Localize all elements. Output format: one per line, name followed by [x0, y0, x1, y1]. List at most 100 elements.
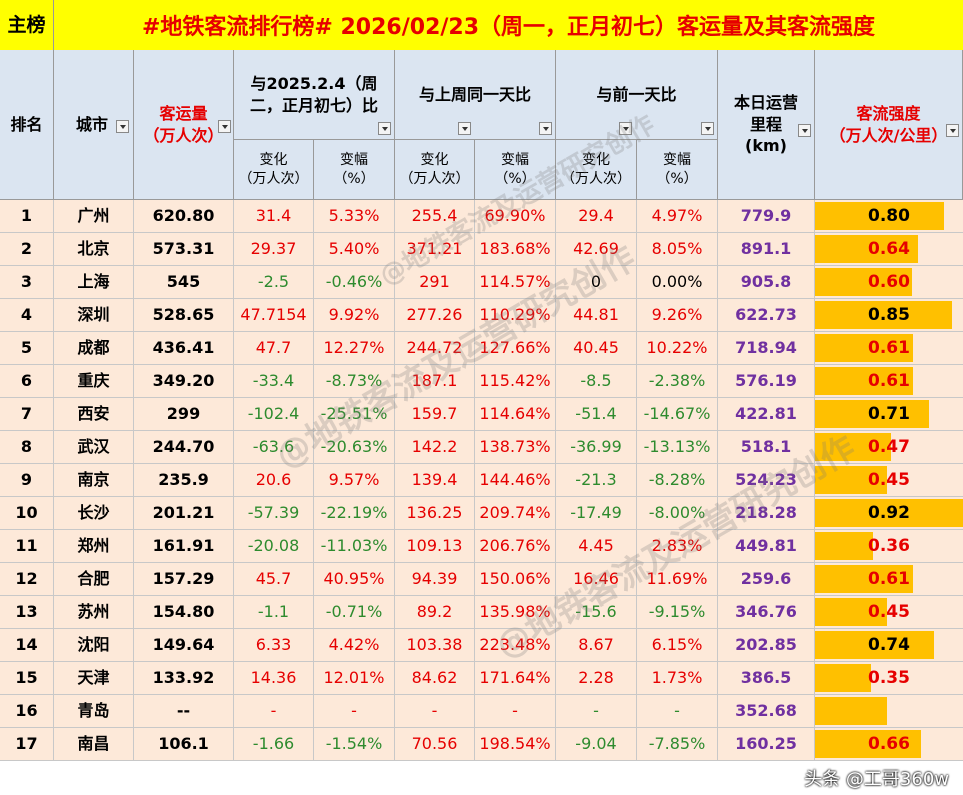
cell-mileage: 905.8: [718, 266, 815, 298]
cell-pct-lastyear: -22.19%: [314, 497, 395, 529]
cell-change-prevday: 0: [556, 266, 637, 298]
table-row: 11 郑州 161.91 -20.08 -11.03% 109.13 206.76% 4.45…: [0, 530, 963, 563]
filter-dropdown-icon[interactable]: [701, 122, 714, 135]
header-intensity[interactable]: 客流强度 （万人次/公里）: [815, 50, 963, 200]
cell-pct-lastyear: -1.54%: [314, 728, 395, 760]
cell-mileage: 352.68: [718, 695, 815, 727]
header-group-prevday-label: 与前一天比: [596, 84, 677, 104]
header-group-prevday[interactable]: 与前一天比: [556, 50, 718, 140]
cell-mileage: 259.6: [718, 563, 815, 595]
header-volume[interactable]: 客运量 （万人次）: [134, 50, 234, 200]
cell-change-prevday: -: [556, 695, 637, 727]
cell-pct-lastweek: 110.29%: [475, 299, 556, 331]
cell-pct-prevday: -7.85%: [637, 728, 718, 760]
cell-change-prevday: -36.99: [556, 431, 637, 463]
cell-mileage: 218.28: [718, 497, 815, 529]
header-city-label: 城市: [76, 114, 109, 134]
cell-mileage: 622.73: [718, 299, 815, 331]
cell-intensity: 0.74: [815, 629, 963, 661]
filter-dropdown-icon[interactable]: [798, 124, 811, 137]
cell-rank: 7: [0, 398, 54, 430]
filter-dropdown-icon[interactable]: [458, 122, 471, 135]
intensity-bar: [815, 400, 929, 428]
cell-intensity: [815, 695, 963, 727]
cell-change-prevday: 44.81: [556, 299, 637, 331]
header-group-lastyear[interactable]: 与2025.2.4（周二，正月初七）比: [234, 50, 395, 140]
table-row: 1 广州 620.80 31.4 5.33% 255.4 69.90% 29.4 4.97% 77…: [0, 200, 963, 233]
cell-pct-lastyear: -8.73%: [314, 365, 395, 397]
cell-change-prevday: 2.28: [556, 662, 637, 694]
cell-change-lastyear: 47.7: [234, 332, 314, 364]
intensity-value: 0.45: [868, 470, 910, 490]
cell-change-lastweek: 109.13: [395, 530, 475, 562]
header-volume-label: 客运量 （万人次）: [143, 103, 224, 145]
filter-dropdown-icon[interactable]: [116, 120, 129, 133]
cell-rank: 16: [0, 695, 54, 727]
filter-dropdown-icon[interactable]: [539, 122, 552, 135]
cell-change-prevday: 16.46: [556, 563, 637, 595]
cell-change-lastweek: 277.26: [395, 299, 475, 331]
cell-change-lastweek: 244.72: [395, 332, 475, 364]
header-mileage-label: 本日运营 里程 (km): [733, 93, 798, 156]
cell-mileage: 891.1: [718, 233, 815, 265]
cell-change-lastyear: -63.6: [234, 431, 314, 463]
cell-change-lastyear: -57.39: [234, 497, 314, 529]
filter-dropdown-icon[interactable]: [619, 122, 632, 135]
cell-city: 南昌: [54, 728, 134, 760]
cell-city: 苏州: [54, 596, 134, 628]
cell-pct-prevday: 4.97%: [637, 200, 718, 232]
cell-change-lastweek: 187.1: [395, 365, 475, 397]
cell-change-prevday: 29.4: [556, 200, 637, 232]
cell-city: 深圳: [54, 299, 134, 331]
cell-change-lastyear: -33.4: [234, 365, 314, 397]
header-mileage[interactable]: 本日运营 里程 (km): [718, 50, 815, 200]
intensity-bar: [815, 697, 887, 725]
header-city[interactable]: 城市: [54, 50, 134, 200]
intensity-value: 0.80: [868, 206, 910, 226]
cell-volume: --: [134, 695, 234, 727]
cell-pct-lastyear: -0.71%: [314, 596, 395, 628]
cell-change-lastweek: 103.38: [395, 629, 475, 661]
intensity-value: 0.61: [868, 371, 910, 391]
cell-intensity: 0.61: [815, 365, 963, 397]
cell-change-lastyear: 31.4: [234, 200, 314, 232]
intensity-value: 0.35: [868, 668, 910, 688]
cell-pct-lastweek: 138.73%: [475, 431, 556, 463]
cell-change-lastyear: 6.33: [234, 629, 314, 661]
cell-change-lastyear: -2.5: [234, 266, 314, 298]
footer-credit: 头条 @工哥360w: [804, 769, 949, 790]
filter-dropdown-icon[interactable]: [218, 120, 231, 133]
cell-pct-lastweek: 198.54%: [475, 728, 556, 760]
table-row: 17 南昌 106.1 -1.66 -1.54% 70.56 198.54% -9.04 -7.…: [0, 728, 963, 761]
cell-mileage: 422.81: [718, 398, 815, 430]
cell-pct-prevday: -13.13%: [637, 431, 718, 463]
cell-rank: 9: [0, 464, 54, 496]
cell-pct-prevday: 10.22%: [637, 332, 718, 364]
cell-pct-lastyear: 12.27%: [314, 332, 395, 364]
filter-dropdown-icon[interactable]: [378, 122, 391, 135]
filter-dropdown-icon[interactable]: [946, 124, 959, 137]
cell-rank: 5: [0, 332, 54, 364]
title-row: 主榜 #地铁客流排行榜# 2026/02/23（周一，正月初七）客运量及其客流强…: [0, 0, 963, 51]
table-row: 15 天津 133.92 14.36 12.01% 84.62 171.64% 2.28 1.7…: [0, 662, 963, 695]
cell-pct-prevday: 8.05%: [637, 233, 718, 265]
cell-mileage: 576.19: [718, 365, 815, 397]
cell-volume: 201.21: [134, 497, 234, 529]
cell-city: 合肥: [54, 563, 134, 595]
cell-pct-lastweek: 135.98%: [475, 596, 556, 628]
table-row: 10 长沙 201.21 -57.39 -22.19% 136.25 209.74% -17.…: [0, 497, 963, 530]
cell-rank: 10: [0, 497, 54, 529]
cell-volume: 620.80: [134, 200, 234, 232]
cell-change-prevday: -9.04: [556, 728, 637, 760]
cell-volume: 149.64: [134, 629, 234, 661]
cell-pct-lastweek: -: [475, 695, 556, 727]
cell-pct-prevday: -14.67%: [637, 398, 718, 430]
intensity-bar: [815, 334, 913, 362]
header-group-lastweek[interactable]: 与上周同一天比: [395, 50, 556, 140]
cell-change-lastyear: -: [234, 695, 314, 727]
cell-city: 南京: [54, 464, 134, 496]
cell-volume: 106.1: [134, 728, 234, 760]
cell-pct-lastweek: 223.48%: [475, 629, 556, 661]
cell-change-lastweek: 255.4: [395, 200, 475, 232]
